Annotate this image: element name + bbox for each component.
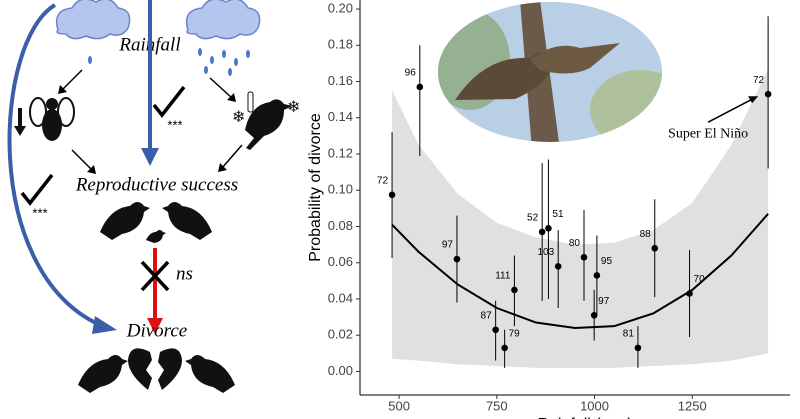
sample-size-label: 103 — [538, 247, 555, 258]
fit-line — [391, 213, 769, 329]
point — [590, 311, 598, 319]
cross — [140, 260, 170, 292]
y-tick-label: 0.20 — [328, 0, 353, 15]
point — [580, 253, 588, 261]
point — [554, 263, 562, 270]
x-tick-label: 500 — [388, 398, 410, 413]
point — [545, 225, 552, 232]
sample-size-label: 96 — [405, 68, 417, 79]
sample-size-label: 79 — [509, 329, 521, 340]
sample-size-label: 72 — [753, 75, 765, 86]
point — [593, 272, 601, 279]
annotation: Super El Niño — [668, 126, 748, 141]
sample-size-label: 88 — [640, 229, 652, 240]
sample-size-label: 81 — [623, 329, 635, 340]
bird-pair-icon — [100, 202, 212, 243]
y-tick-label: 0.06 — [328, 254, 353, 269]
x-tick-label: 1000 — [580, 398, 609, 413]
sample-size-label: 72 — [377, 175, 389, 186]
point — [651, 244, 659, 252]
raindrops — [88, 48, 250, 76]
sample-size-label: 87 — [481, 310, 493, 321]
y-tick-label: 0.12 — [328, 145, 353, 160]
point — [634, 344, 642, 352]
sample-size-label: 51 — [552, 209, 564, 220]
fly-icon — [14, 97, 75, 141]
cloud — [55, 0, 131, 40]
arrowheads — [58, 85, 236, 174]
point — [501, 344, 508, 352]
y-tick-label: 0.16 — [328, 73, 353, 88]
bird-cold-icon: ❄ ❄ — [232, 91, 300, 150]
y-axis-title: Probability of divorce — [307, 113, 324, 262]
point — [511, 286, 518, 294]
y-tick-label: 0.02 — [328, 327, 353, 342]
check — [20, 173, 54, 206]
thin-arrows — [61, 69, 243, 171]
sample-size-label: 80 — [569, 238, 581, 249]
arrowhead — [92, 316, 117, 334]
sample-size-label: 52 — [527, 213, 539, 224]
chart: 0.00 0.02 0.04 0.06 0.08 0.10 0.12 0.14 0.16 0.18… — [307, 0, 790, 419]
point — [388, 191, 396, 199]
y-tick-label: 0.00 — [328, 363, 353, 378]
significance: *** — [32, 205, 47, 220]
sample-size-label: 97 — [442, 240, 454, 251]
y-tick-label: 0.18 — [328, 37, 353, 52]
point — [492, 326, 499, 334]
reproductive-success-label: Reproductive success — [75, 174, 238, 195]
divorce-icon — [78, 348, 235, 393]
point — [538, 228, 546, 236]
significance: *** — [167, 117, 182, 132]
x-tick-label: 750 — [486, 398, 508, 413]
y-tick-label: 0.14 — [328, 109, 353, 124]
y-tick-label: 0.04 — [328, 290, 353, 305]
diagram: Rainfall ❄ ❄ *** *** Reproductive suc — [7, 0, 300, 393]
snowflake: ❄ — [287, 99, 300, 116]
y-tick-label: 0.08 — [328, 218, 353, 233]
point — [764, 90, 772, 98]
check — [152, 85, 186, 118]
cloud — [185, 0, 261, 40]
snowflake: ❄ — [232, 109, 245, 126]
divorce-label: Divorce — [126, 320, 188, 341]
sample-size-label: 97 — [598, 296, 610, 307]
annotation-arrow — [707, 97, 755, 123]
confidence-ribbon — [392, 68, 769, 368]
point — [416, 83, 424, 91]
arrowhead — [141, 148, 159, 166]
sample-size-label: 95 — [601, 256, 613, 267]
point — [686, 290, 693, 297]
ns-label: ns — [176, 263, 193, 284]
annotation-arrowhead — [748, 96, 759, 104]
point — [453, 255, 461, 263]
x-tick-label: 1250 — [678, 398, 707, 413]
x-axis-title: Rainfall (mm) — [537, 416, 632, 419]
bird-photo — [438, 2, 662, 142]
y-tick-label: 0.10 — [328, 182, 353, 197]
arrowhead — [147, 318, 163, 334]
sample-size-label: 70 — [694, 274, 706, 285]
sample-size-label: 111 — [495, 271, 511, 282]
arrow — [7, 3, 101, 327]
